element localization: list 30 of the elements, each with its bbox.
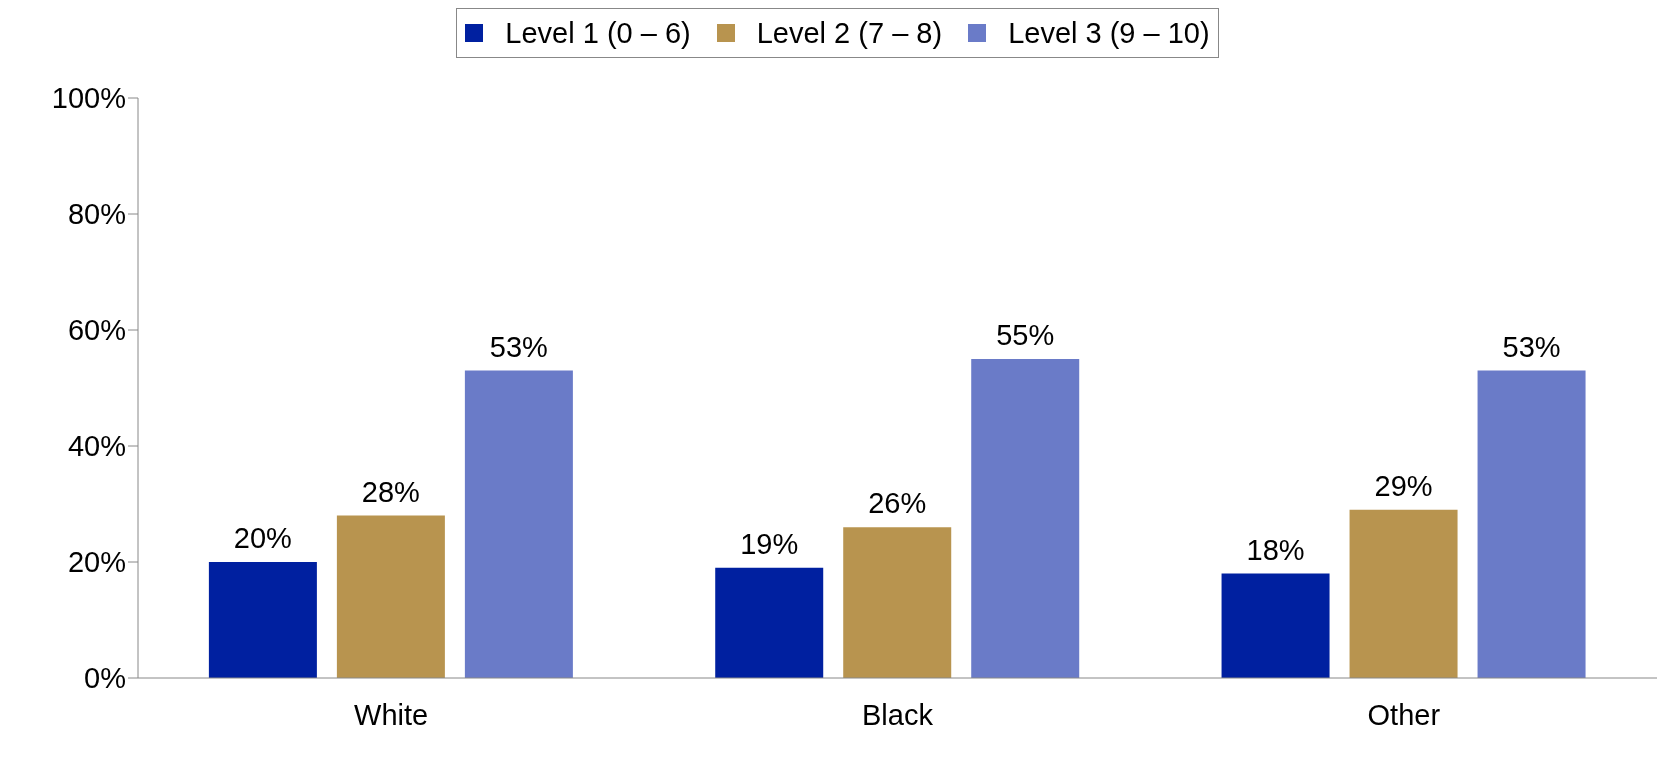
y-tick-label: 40% <box>67 430 126 463</box>
bar <box>1477 370 1586 678</box>
y-tick-label: 0% <box>84 662 126 695</box>
data-label: 18% <box>1246 533 1305 566</box>
data-label: 29% <box>1374 469 1433 502</box>
bar <box>208 562 317 678</box>
x-tick-label: Black <box>862 698 934 731</box>
data-label: 55% <box>996 319 1055 351</box>
legend-label: Level 3 (9 – 10) <box>1008 16 1210 50</box>
legend-label: Level 2 (7 – 8) <box>756 16 943 50</box>
legend-label: Level 1 (0 – 6) <box>505 16 691 50</box>
data-label: 19% <box>740 527 799 560</box>
y-tick-label: 80% <box>67 198 126 231</box>
y-tick-label: 100% <box>51 82 126 115</box>
y-tick-label: 60% <box>67 314 126 347</box>
data-label: 26% <box>868 487 927 520</box>
bar <box>464 370 573 678</box>
data-label: 28% <box>361 475 420 508</box>
data-label: 53% <box>1502 330 1561 363</box>
bar <box>336 515 445 678</box>
data-label: 53% <box>489 330 548 363</box>
y-tick-label: 20% <box>67 546 126 579</box>
x-tick-label: White <box>354 698 429 731</box>
data-label: 20% <box>233 522 292 554</box>
bar <box>971 359 1080 678</box>
bar <box>1221 573 1330 678</box>
bar <box>715 567 824 678</box>
bar <box>1349 509 1458 678</box>
x-tick-label: Other <box>1367 698 1441 731</box>
bar <box>843 527 952 678</box>
